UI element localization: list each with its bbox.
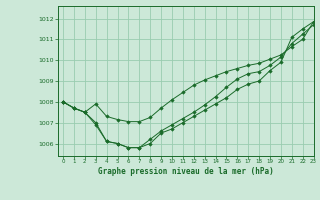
X-axis label: Graphe pression niveau de la mer (hPa): Graphe pression niveau de la mer (hPa) — [98, 167, 274, 176]
